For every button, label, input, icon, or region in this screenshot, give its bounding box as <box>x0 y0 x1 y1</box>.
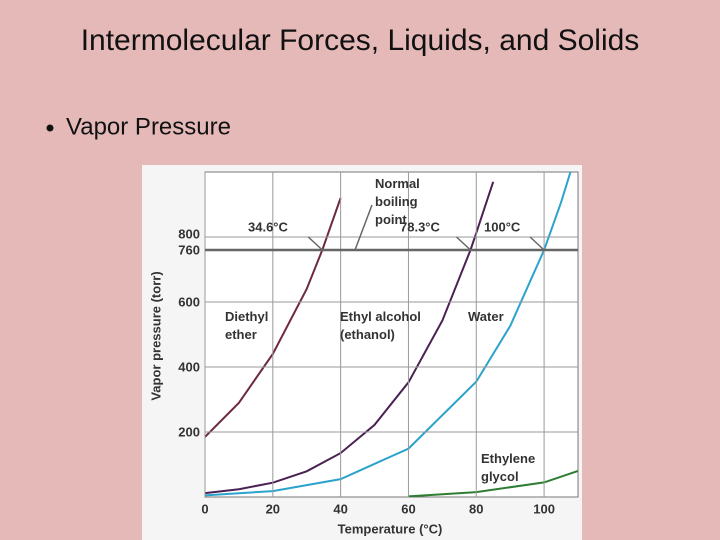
series-line <box>205 181 495 495</box>
series-label: Ethylene glycol <box>481 451 535 484</box>
y-tick-label: 400 <box>178 359 200 374</box>
slide-title: Intermolecular Forces, Liquids, and Soli… <box>81 24 640 57</box>
x-tick-label: 60 <box>401 501 415 516</box>
y-tick-label: 760 <box>178 242 200 257</box>
x-tick-label: 20 <box>266 501 280 516</box>
series-label: Water <box>468 309 504 324</box>
series-label: Diethyl ether <box>225 309 268 342</box>
x-tick-label: 80 <box>469 501 483 516</box>
boiling-point-label: 34.6°C <box>248 219 289 234</box>
bullet-text: Vapor Pressure <box>66 113 231 140</box>
y-tick-label: 200 <box>178 424 200 439</box>
series-label: Ethyl alcohol (ethanol) <box>340 309 421 342</box>
annotation: Normal boiling point <box>375 176 420 227</box>
boiling-point-label: 78.3°C <box>400 219 441 234</box>
plot-area <box>204 171 579 498</box>
bullet-dot <box>46 124 54 132</box>
x-tick-label: 0 <box>201 501 208 516</box>
boiling-point-leader <box>307 236 323 251</box>
boiling-point-label: 100°C <box>484 219 521 234</box>
boiling-point-leader <box>529 236 545 251</box>
boiling-point-leader <box>455 236 472 251</box>
series-line <box>408 470 578 497</box>
y-axis-label: Vapor pressure (torr) <box>148 271 163 400</box>
y-tick-label: 600 <box>178 294 200 309</box>
x-tick-label: 100 <box>533 501 555 516</box>
y-tick-label: 800 <box>178 226 200 241</box>
annotation-leader <box>354 204 373 251</box>
x-tick-label: 40 <box>333 501 347 516</box>
x-axis-label: Temperature (°C) <box>338 521 443 536</box>
series-line <box>205 197 342 438</box>
